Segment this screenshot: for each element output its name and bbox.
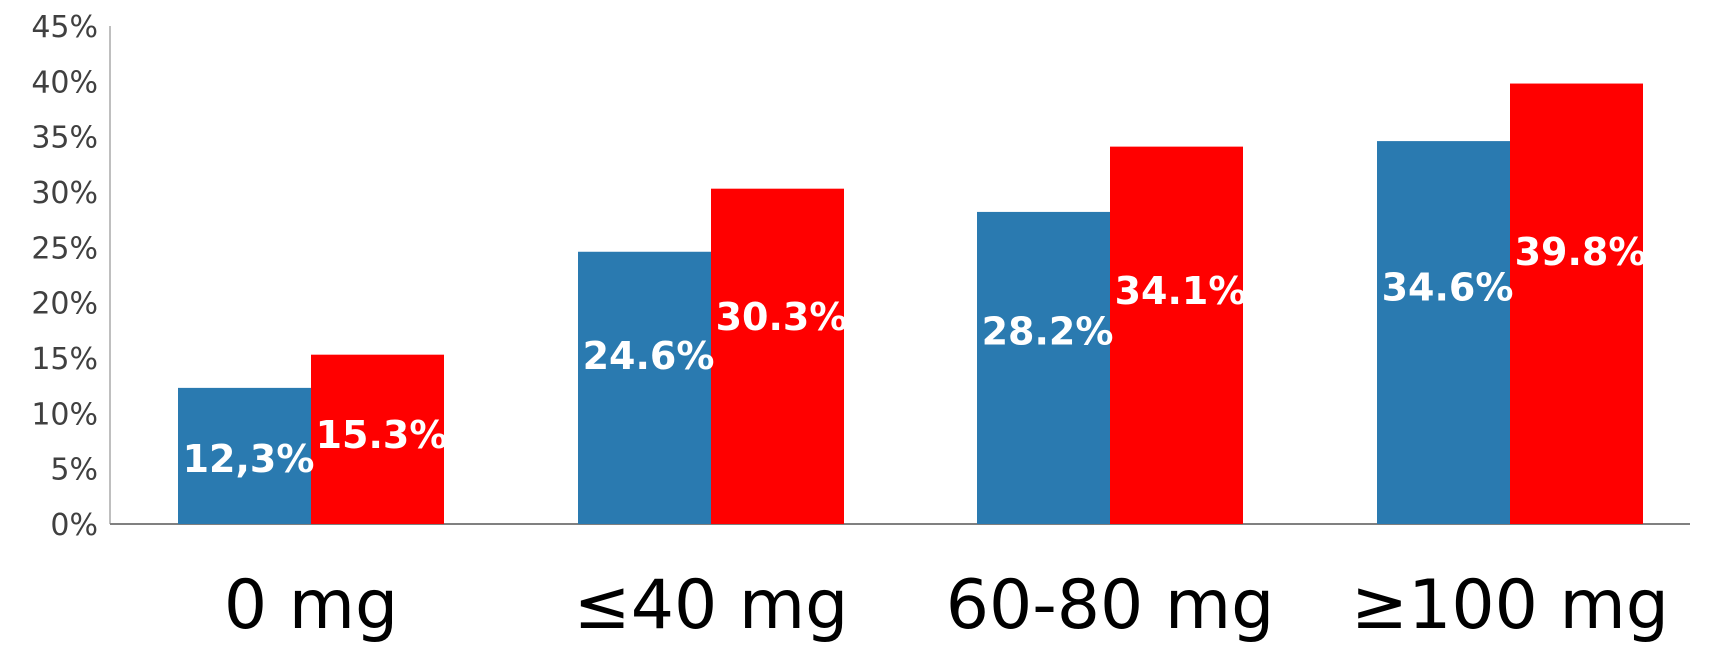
category-label: ≥100 mg (1351, 566, 1669, 645)
y-tick-label: 15% (31, 342, 98, 377)
data-label: 34.1% (1115, 269, 1247, 313)
bar (1377, 141, 1510, 525)
y-tick-label: 30% (31, 176, 98, 211)
bar (711, 188, 844, 524)
data-label: 34.6% (1382, 266, 1514, 310)
category-label: 60-80 mg (946, 566, 1275, 645)
y-tick-label: 20% (31, 287, 98, 322)
y-tick-label: 10% (31, 397, 98, 432)
y-tick-label: 45% (31, 10, 98, 45)
data-labels: 12,3% 24.6% 28.2% 34.6% 15.3% 30.3% 34.1% 39.8% (183, 230, 1647, 481)
data-label: 28.2% (982, 310, 1114, 354)
y-tick-label: 0% (50, 508, 98, 543)
category-label: 0 mg (224, 566, 398, 645)
bar (1510, 83, 1643, 525)
bar (578, 251, 711, 524)
bars (178, 83, 1643, 525)
y-tick-label: 40% (31, 65, 98, 100)
bar (311, 354, 444, 524)
category-label: ≤40 mg (574, 566, 849, 645)
bar (977, 211, 1110, 525)
data-label: 12,3% (183, 437, 315, 481)
data-label: 39.8% (1515, 230, 1647, 274)
bar (178, 387, 311, 524)
data-label: 15.3% (316, 413, 448, 457)
y-tick-labels: 0% 5% 10% 15% 20% 25% 30% 35% 40% 45% (31, 10, 98, 543)
data-label: 30.3% (716, 295, 848, 339)
y-tick-label: 25% (31, 231, 98, 266)
y-tick-label: 35% (31, 121, 98, 156)
data-label: 24.6% (583, 334, 715, 378)
bar (1110, 146, 1243, 525)
category-labels: 0 mg ≤40 mg 60-80 mg ≥100 mg (224, 566, 1669, 645)
y-tick-label: 5% (50, 453, 98, 488)
